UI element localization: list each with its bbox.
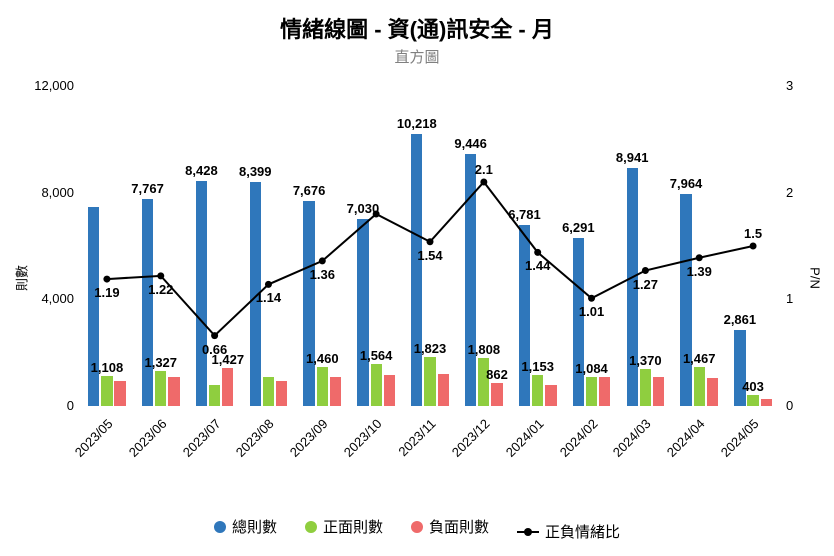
legend-item: 負面則數 xyxy=(411,516,489,537)
line-series-pn xyxy=(80,86,780,406)
data-label: 1.22 xyxy=(131,282,191,297)
y-left-axis-label: 則數 xyxy=(12,265,31,291)
plot-area: 7,7678,4288,3997,6767,03010,2189,4466,78… xyxy=(80,86,780,406)
legend-swatch xyxy=(305,521,317,533)
legend-item: 總則數 xyxy=(214,516,277,537)
x-category-label: 2023/09 xyxy=(287,416,331,460)
x-category-label: 2024/04 xyxy=(664,416,708,460)
x-category-label: 2024/05 xyxy=(718,416,762,460)
legend-item: 正負情緒比 xyxy=(517,521,620,542)
y-left-tick: 0 xyxy=(14,398,74,413)
data-label: 1.39 xyxy=(669,264,729,279)
chart-title: 情緒線圖 - 資(通)訊安全 - 月 xyxy=(0,12,834,44)
legend-label: 正負情緒比 xyxy=(545,521,620,542)
chart-subtitle: 直方圖 xyxy=(0,46,834,67)
legend-item: 正面則數 xyxy=(305,516,383,537)
legend-swatch xyxy=(214,521,226,533)
y-left-tick: 12,000 xyxy=(14,78,74,93)
x-category-label: 2023/06 xyxy=(126,416,170,460)
data-label: 1.27 xyxy=(615,277,675,292)
data-label: 1.14 xyxy=(238,290,298,305)
legend-label: 負面則數 xyxy=(429,516,489,537)
data-label: 2.1 xyxy=(454,162,514,177)
y-left-tick: 4,000 xyxy=(14,291,74,306)
x-category-label: 2023/10 xyxy=(341,416,385,460)
y-right-tick: 3 xyxy=(786,78,793,93)
sentiment-chart: 情緒線圖 - 資(通)訊安全 - 月 直方圖 則數 P/N 7,7678,428… xyxy=(0,0,834,556)
data-label: 1.44 xyxy=(508,258,568,273)
legend-label: 正面則數 xyxy=(323,516,383,537)
x-category-label: 2023/08 xyxy=(233,416,277,460)
data-label: 1.36 xyxy=(292,267,352,282)
y-right-tick: 1 xyxy=(786,291,793,306)
legend: 總則數 正面則數 負面則數 正負情緒比 xyxy=(0,516,834,542)
x-category-label: 2024/01 xyxy=(502,416,546,460)
legend-swatch xyxy=(411,521,423,533)
data-label: 1.5 xyxy=(723,226,783,241)
y-right-axis-label: P/N xyxy=(808,267,823,289)
data-label: 1.01 xyxy=(562,304,622,319)
data-label: 0.66 xyxy=(185,342,245,357)
legend-label: 總則數 xyxy=(232,516,277,537)
data-label: 1.54 xyxy=(400,248,460,263)
legend-swatch xyxy=(517,531,539,533)
x-category-label: 2024/02 xyxy=(556,416,600,460)
x-category-label: 2023/05 xyxy=(72,416,116,460)
data-label: 1.19 xyxy=(77,285,137,300)
x-category-label: 2023/11 xyxy=(395,416,438,459)
y-right-tick: 0 xyxy=(786,398,793,413)
y-left-tick: 8,000 xyxy=(14,185,74,200)
x-category-label: 2024/03 xyxy=(610,416,654,460)
y-right-tick: 2 xyxy=(786,185,793,200)
x-category-label: 2023/12 xyxy=(449,416,493,460)
x-category-label: 2023/07 xyxy=(179,416,223,460)
